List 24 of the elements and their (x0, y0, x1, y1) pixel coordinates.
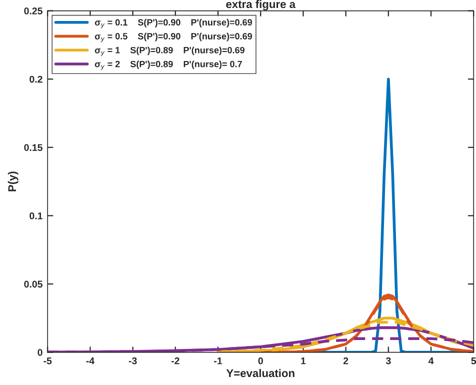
chart-title: extra figure a (226, 0, 296, 10)
x-tick-label: -3 (128, 357, 137, 364)
legend-label: σ$_{y}$ = 2 S(P')=0.89 P'(nurse)= 0.7 (94, 60, 242, 70)
y-tick-label: 0.15 (24, 144, 42, 151)
y-tick-label: 0.25 (24, 8, 42, 14)
legend-label: σ$_{y}$ = 0.5 S(P')=0.90 P'(nurse)=0.69 (94, 32, 252, 42)
x-tick-label: -5 (44, 357, 52, 364)
y-axis-title: P(y) (8, 172, 18, 192)
y-tick-label: 0.2 (30, 76, 42, 83)
y-tick-label: 0.05 (24, 280, 42, 288)
x-tick-label: 1 (301, 357, 306, 364)
legend-label: σ$_{y}$ = 1 S(P')=0.89 P'(nurse)=0.69 (94, 46, 244, 56)
legend-label: σ$_{y}$ = 0.1 S(P')=0.90 P'(nurse)=0.69 (94, 18, 252, 28)
x-tick-label: -2 (171, 357, 180, 364)
y-tick-label: 0 (38, 349, 42, 356)
x-axis-title: Y=evaluation (226, 368, 294, 378)
x-tick-label: 2 (343, 357, 348, 364)
y-tick-label: 0.1 (30, 212, 42, 220)
x-tick-label: 5 (471, 357, 476, 364)
x-tick-label: -4 (86, 357, 94, 364)
x-tick-label: -1 (214, 357, 222, 364)
x-tick-label: 3 (386, 357, 391, 364)
x-tick-label: 0 (258, 357, 263, 364)
x-tick-label: 4 (428, 357, 434, 364)
